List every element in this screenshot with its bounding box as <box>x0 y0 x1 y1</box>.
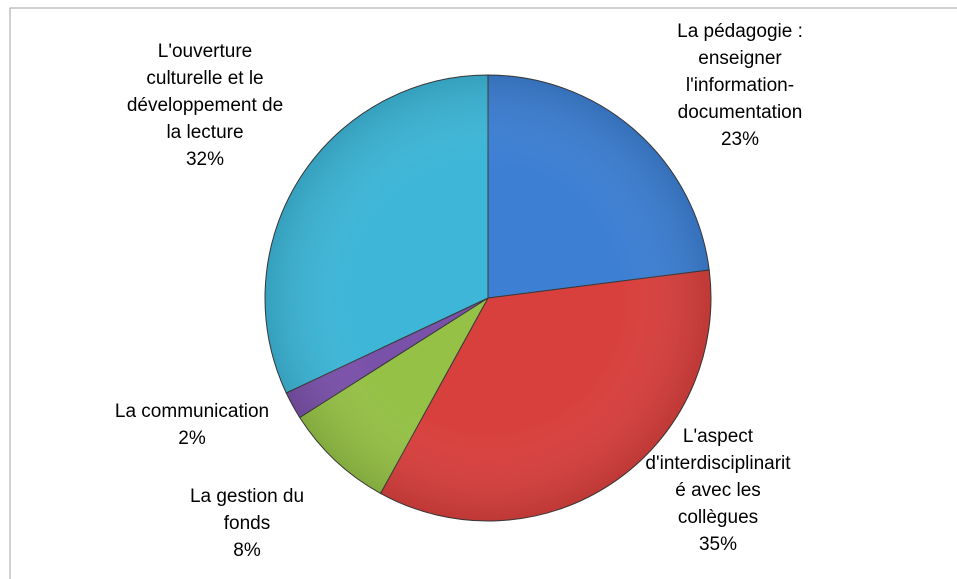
category-label: La pédagogie : enseigner l'information-d… <box>677 21 803 123</box>
category-label: La gestion du fonds <box>189 486 305 534</box>
value-label: 2% <box>178 428 206 449</box>
data-label: La gestion du fonds 8% <box>172 483 322 564</box>
frame <box>9 7 957 579</box>
value-label: 23% <box>720 129 760 150</box>
data-label: L'ouverture culturelle et le développeme… <box>123 38 288 173</box>
value-label: 35% <box>698 534 738 555</box>
category-label: L'aspect d'interdisciplinarité avec les … <box>645 426 791 528</box>
data-label: La communication 2% <box>102 398 282 452</box>
value-label: 32% <box>185 149 225 170</box>
category-label: La communication <box>114 401 270 422</box>
data-label: L'aspect d'interdisciplinarité avec les … <box>643 423 793 558</box>
value-label: 8% <box>233 540 261 561</box>
category-label: L'ouverture culturelle et le développeme… <box>126 41 284 143</box>
data-label: La pédagogie : enseigner l'information-d… <box>653 18 828 153</box>
